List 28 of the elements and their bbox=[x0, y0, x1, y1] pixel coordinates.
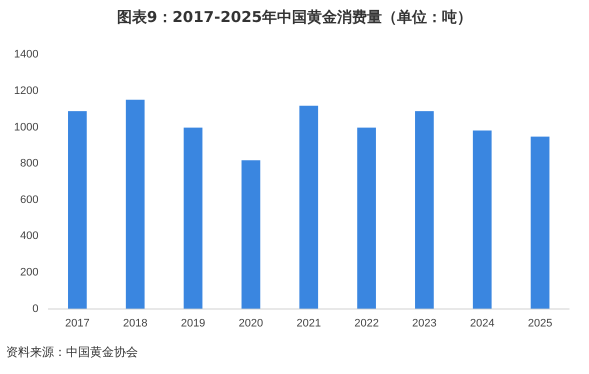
x-tick-label: 2020 bbox=[238, 317, 264, 330]
y-tick-label: 0 bbox=[32, 302, 38, 315]
chart-title: 图表9：2017-2025年中国黄金消费量（单位：吨） bbox=[116, 8, 474, 27]
y-tick-label: 200 bbox=[20, 266, 38, 279]
bar bbox=[530, 136, 550, 309]
bar bbox=[299, 106, 318, 309]
y-tick-label: 1400 bbox=[14, 48, 38, 61]
bar bbox=[472, 130, 492, 309]
bar bbox=[68, 111, 87, 309]
x-tick-label: 2018 bbox=[122, 317, 148, 330]
x-tick-label: 2022 bbox=[354, 317, 379, 330]
bar bbox=[184, 128, 202, 309]
x-tick-label: 2025 bbox=[528, 317, 552, 330]
x-tick-label: 2021 bbox=[296, 317, 321, 330]
text: 资料来源：中国黄金协会 bbox=[6, 344, 138, 361]
y-tick-label: 600 bbox=[20, 194, 38, 206]
bar bbox=[357, 128, 376, 309]
y-tick-label: 800 bbox=[20, 158, 38, 170]
y-tick-label: 1200 bbox=[14, 84, 38, 97]
bar bbox=[126, 100, 145, 309]
x-tick-label: 2024 bbox=[470, 317, 494, 330]
x-tick-label: 2023 bbox=[412, 317, 437, 330]
bar bbox=[415, 111, 434, 309]
bar bbox=[242, 160, 260, 309]
y-tick-label: 400 bbox=[20, 230, 38, 242]
y-tick-label: 1000 bbox=[14, 121, 38, 134]
x-tick-label: 2019 bbox=[180, 317, 206, 330]
x-tick-label: 2017 bbox=[65, 317, 90, 330]
